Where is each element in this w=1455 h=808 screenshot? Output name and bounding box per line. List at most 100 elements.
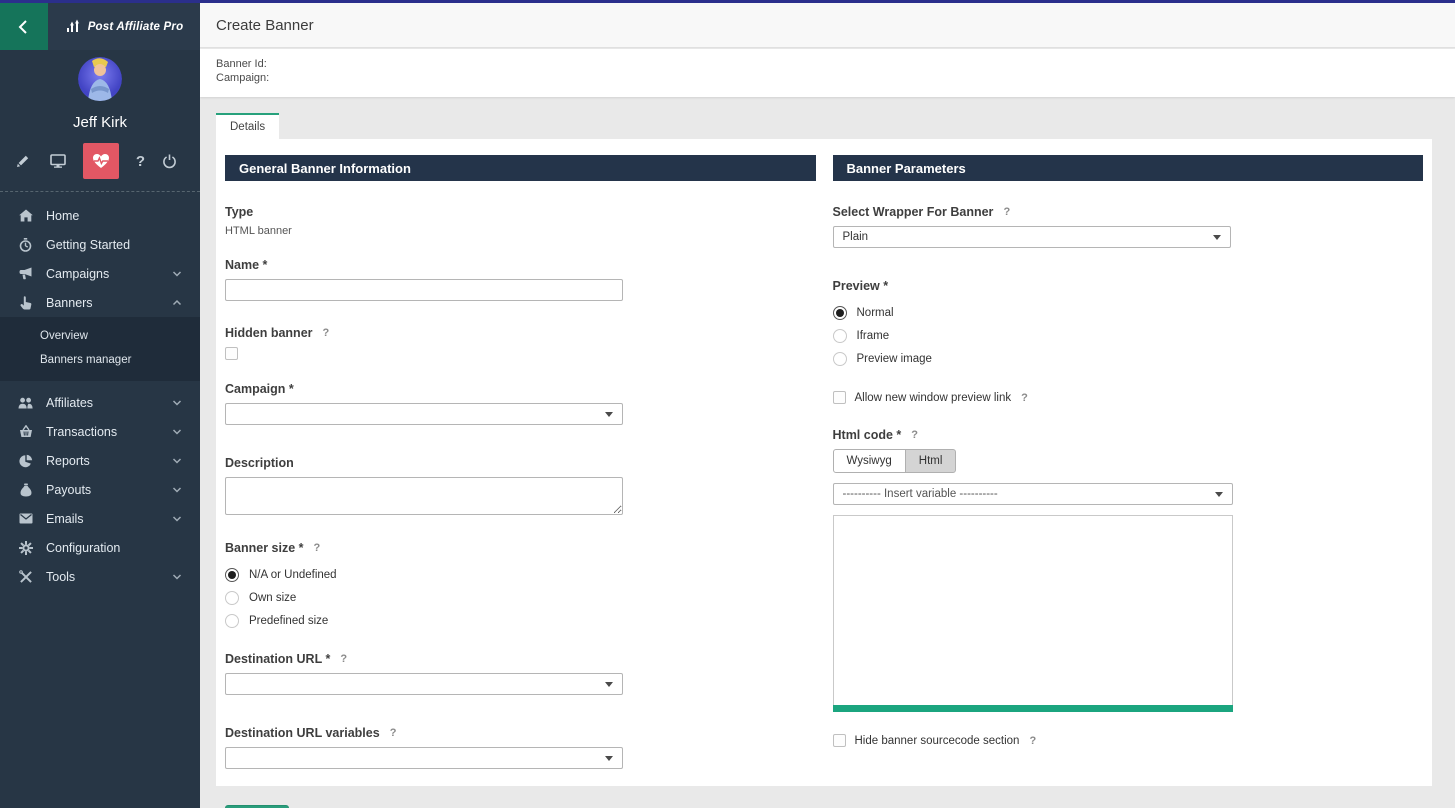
chevron-left-icon xyxy=(15,18,33,36)
chevron-down-icon xyxy=(172,515,182,523)
page-title: Create Banner xyxy=(216,16,314,34)
submenu-item-banners-manager[interactable]: Banners manager xyxy=(0,348,200,372)
sidebar-item-banners[interactable]: Banners xyxy=(0,288,200,317)
basket-icon xyxy=(18,425,33,438)
hand-pointer-icon xyxy=(18,295,33,310)
radio-iframe[interactable] xyxy=(832,329,847,343)
heartbeat-icon[interactable] xyxy=(83,143,119,179)
sidebar-item-affiliates[interactable]: Affiliates xyxy=(0,388,200,417)
help-tooltip-icon[interactable]: ? xyxy=(340,653,348,665)
insert-variable-select[interactable]: ---------- Insert variable ---------- xyxy=(832,483,1233,505)
help-icon[interactable]: ? xyxy=(135,152,146,170)
panel-header-general: General Banner Information xyxy=(225,155,816,181)
destination-url-select[interactable] xyxy=(225,673,623,695)
hide-sourcecode-checkbox[interactable] xyxy=(832,734,846,747)
sidebar-item-configuration[interactable]: Configuration xyxy=(0,533,200,562)
caret-down-icon xyxy=(605,756,613,761)
content-card: General Banner Information Type HTML ban… xyxy=(216,139,1432,808)
radio-normal[interactable] xyxy=(832,306,847,320)
submenu-item-overview[interactable]: Overview xyxy=(0,324,200,348)
power-icon[interactable] xyxy=(162,154,186,169)
collapse-sidebar-button[interactable] xyxy=(0,3,48,50)
destination-url-variables-select[interactable] xyxy=(225,747,623,769)
page-header: Create Banner xyxy=(200,3,1455,48)
create-button[interactable]: Create xyxy=(225,805,289,808)
sidebar-item-label: Home xyxy=(46,208,80,223)
banner-meta: Banner Id: Campaign: xyxy=(200,49,1455,97)
general-banner-panel: General Banner Information Type HTML ban… xyxy=(225,155,816,808)
html-code-textarea[interactable] xyxy=(832,515,1233,705)
preview-option: Iframe xyxy=(832,329,1424,343)
code-editor-statusbar xyxy=(832,705,1233,712)
name-input[interactable] xyxy=(225,279,623,301)
banner-size-label: Banner size * ? xyxy=(225,541,321,555)
banners-submenu: Overview Banners manager xyxy=(0,317,200,381)
help-tooltip-icon[interactable]: ? xyxy=(1021,391,1028,404)
campaign-select[interactable] xyxy=(225,403,623,425)
sidebar-item-getting-started[interactable]: Getting Started xyxy=(0,230,200,259)
avatar[interactable] xyxy=(78,57,122,101)
sidebar-item-home[interactable]: Home xyxy=(0,201,200,230)
destination-url-variables-label: Destination URL variables ? xyxy=(225,726,397,740)
description-label: Description xyxy=(225,456,294,470)
sidebar-item-emails[interactable]: Emails xyxy=(0,504,200,533)
editor-mode-group: Wysiwyg Html xyxy=(832,449,1424,473)
megaphone-icon xyxy=(18,267,33,280)
banner-id-label: Banner Id: xyxy=(216,58,267,70)
wysiwyg-mode-button[interactable]: Wysiwyg xyxy=(832,449,906,473)
sidebar-item-tools[interactable]: Tools xyxy=(0,562,200,591)
logo-text: Post Affiliate Pro xyxy=(87,20,184,33)
caret-down-icon xyxy=(1212,235,1221,240)
chevron-up-icon xyxy=(172,299,182,307)
tab-details[interactable]: Details xyxy=(216,113,280,139)
radio-na-or-undefined[interactable] xyxy=(225,568,239,582)
preview-option: Normal xyxy=(832,306,1424,320)
help-tooltip-icon[interactable]: ? xyxy=(313,542,321,554)
app-logo[interactable]: Post Affiliate Pro xyxy=(48,3,200,50)
help-tooltip-icon[interactable]: ? xyxy=(1003,206,1011,218)
monitor-icon[interactable] xyxy=(49,154,74,168)
help-tooltip-icon[interactable]: ? xyxy=(389,727,397,739)
pencil-icon[interactable] xyxy=(16,154,40,168)
html-mode-button[interactable]: Html xyxy=(904,449,957,473)
hide-sourcecode-row: Hide banner sourcecode section ? xyxy=(832,734,1424,747)
chevron-down-icon xyxy=(172,573,182,581)
sidebar-item-transactions[interactable]: Transactions xyxy=(0,417,200,446)
banner-size-option: Own size xyxy=(225,591,816,605)
campaign-label: Campaign * xyxy=(225,382,294,396)
sidebar-item-label: Getting Started xyxy=(46,237,131,252)
banner-size-option: Predefined size xyxy=(225,614,816,628)
radio-own-size[interactable] xyxy=(225,591,239,605)
submenu-item-label: Overview xyxy=(40,330,88,342)
sidebar-item-campaigns[interactable]: Campaigns xyxy=(0,259,200,288)
panel-title: General Banner Information xyxy=(239,160,411,176)
sidebar-divider xyxy=(0,191,200,192)
hidden-banner-checkbox[interactable] xyxy=(225,347,238,360)
wrapper-select[interactable]: Plain xyxy=(832,226,1231,248)
allow-new-window-checkbox[interactable] xyxy=(832,391,846,404)
caret-down-icon xyxy=(605,412,613,417)
help-tooltip-icon[interactable]: ? xyxy=(911,429,918,441)
user-name: Jeff Kirk xyxy=(73,114,127,131)
sidebar-item-label: Banners xyxy=(46,295,93,310)
sidebar-item-label: Tools xyxy=(46,569,76,584)
sidebar-item-payouts[interactable]: Payouts xyxy=(0,475,200,504)
name-label: Name * xyxy=(225,258,268,272)
sidebar-item-label: Transactions xyxy=(46,424,118,439)
sidebar-item-label: Configuration xyxy=(46,540,121,555)
home-icon xyxy=(18,209,33,222)
help-tooltip-icon[interactable]: ? xyxy=(322,327,330,339)
chevron-down-icon xyxy=(172,428,182,436)
radio-preview-image[interactable] xyxy=(832,352,847,366)
sidebar-item-reports[interactable]: Reports xyxy=(0,446,200,475)
tab-label: Details xyxy=(230,121,266,133)
top-accent-strip xyxy=(0,0,1455,3)
description-textarea[interactable] xyxy=(225,477,623,515)
users-icon xyxy=(18,397,33,409)
stopwatch-icon xyxy=(18,237,33,252)
sidebar-item-label: Affiliates xyxy=(46,395,94,410)
radio-predefined-size[interactable] xyxy=(225,614,239,628)
envelope-icon xyxy=(18,513,33,524)
hidden-banner-label: Hidden banner ? xyxy=(225,326,330,340)
help-tooltip-icon[interactable]: ? xyxy=(1029,734,1037,747)
